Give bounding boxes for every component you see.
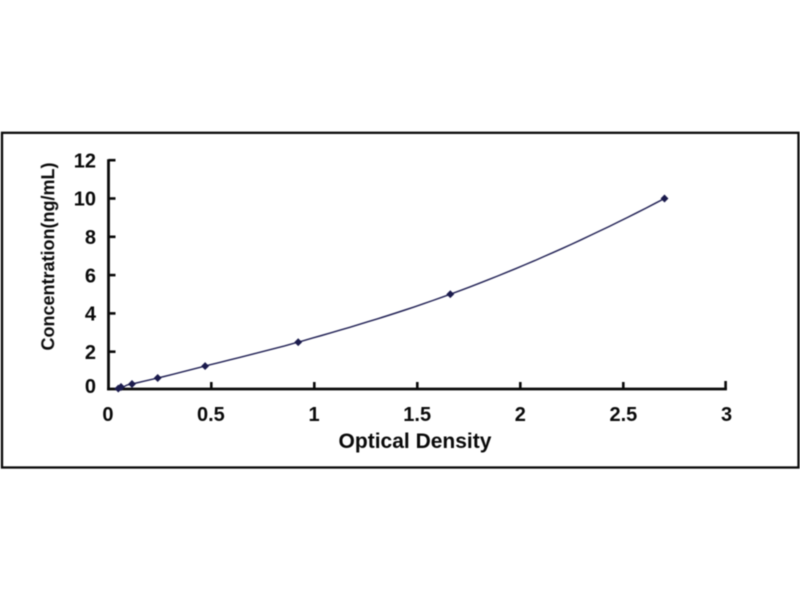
svg-text:Concentration(ng/mL): Concentration(ng/mL) xyxy=(38,163,58,351)
svg-text:8: 8 xyxy=(85,227,96,249)
svg-text:2.5: 2.5 xyxy=(609,404,637,426)
svg-text:12: 12 xyxy=(74,150,96,172)
svg-text:1: 1 xyxy=(308,404,319,426)
svg-text:6: 6 xyxy=(85,265,96,287)
svg-text:Optical Density: Optical Density xyxy=(339,430,492,453)
svg-text:1.5: 1.5 xyxy=(403,404,431,426)
svg-text:3: 3 xyxy=(721,404,732,426)
svg-text:0: 0 xyxy=(102,404,113,426)
svg-text:0.5: 0.5 xyxy=(197,404,225,426)
svg-text:2: 2 xyxy=(515,404,526,426)
svg-text:4: 4 xyxy=(85,304,97,326)
svg-text:10: 10 xyxy=(74,189,96,211)
svg-text:0: 0 xyxy=(85,376,96,398)
svg-text:2: 2 xyxy=(85,342,96,364)
